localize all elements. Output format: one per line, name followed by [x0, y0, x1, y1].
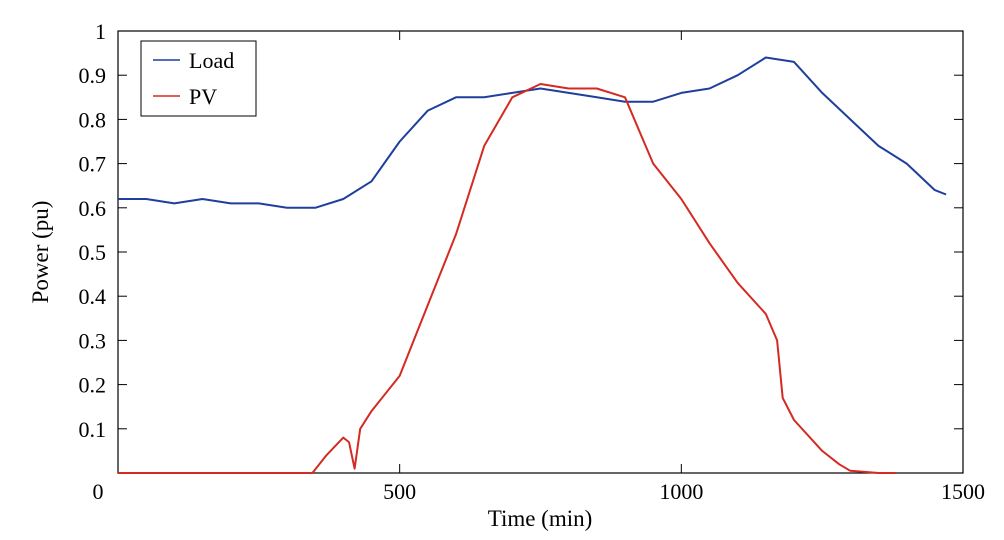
x-tick-label: 0 [93, 479, 104, 504]
legend-label-pv: PV [189, 84, 217, 109]
y-tick-label: 0.6 [79, 196, 107, 221]
y-tick-label: 0.8 [79, 107, 107, 132]
y-tick-label: 0.3 [79, 328, 107, 353]
y-tick-label: 0.9 [79, 63, 107, 88]
x-tick-label: 500 [383, 479, 416, 504]
series-layer [118, 56, 947, 474]
series-line-pv [118, 83, 896, 474]
tick-layer: 0 500 1000 1500 0.1 0.2 0.3 0.4 0.5 0.6 0.7 0.8 0.9 1 [79, 19, 986, 504]
legend-label-load: Load [189, 48, 234, 73]
x-tick-label: 1000 [659, 479, 703, 504]
y-tick-label: 0.5 [79, 240, 107, 265]
y-tick-label: 0.1 [79, 417, 107, 442]
y-tick-label: 0.4 [79, 284, 107, 309]
y-tick-label: 0.2 [79, 373, 107, 398]
x-axis-title: Time (min) [488, 506, 593, 531]
y-tick-label: 0.7 [79, 152, 107, 177]
y-tick-label: 1 [95, 19, 106, 44]
y-axis-title: Power (pu) [28, 201, 53, 304]
legend: Load PV [140, 40, 257, 117]
legend-box [140, 40, 257, 117]
series-line-load [118, 56, 947, 209]
x-tick-label: 1500 [941, 479, 985, 504]
